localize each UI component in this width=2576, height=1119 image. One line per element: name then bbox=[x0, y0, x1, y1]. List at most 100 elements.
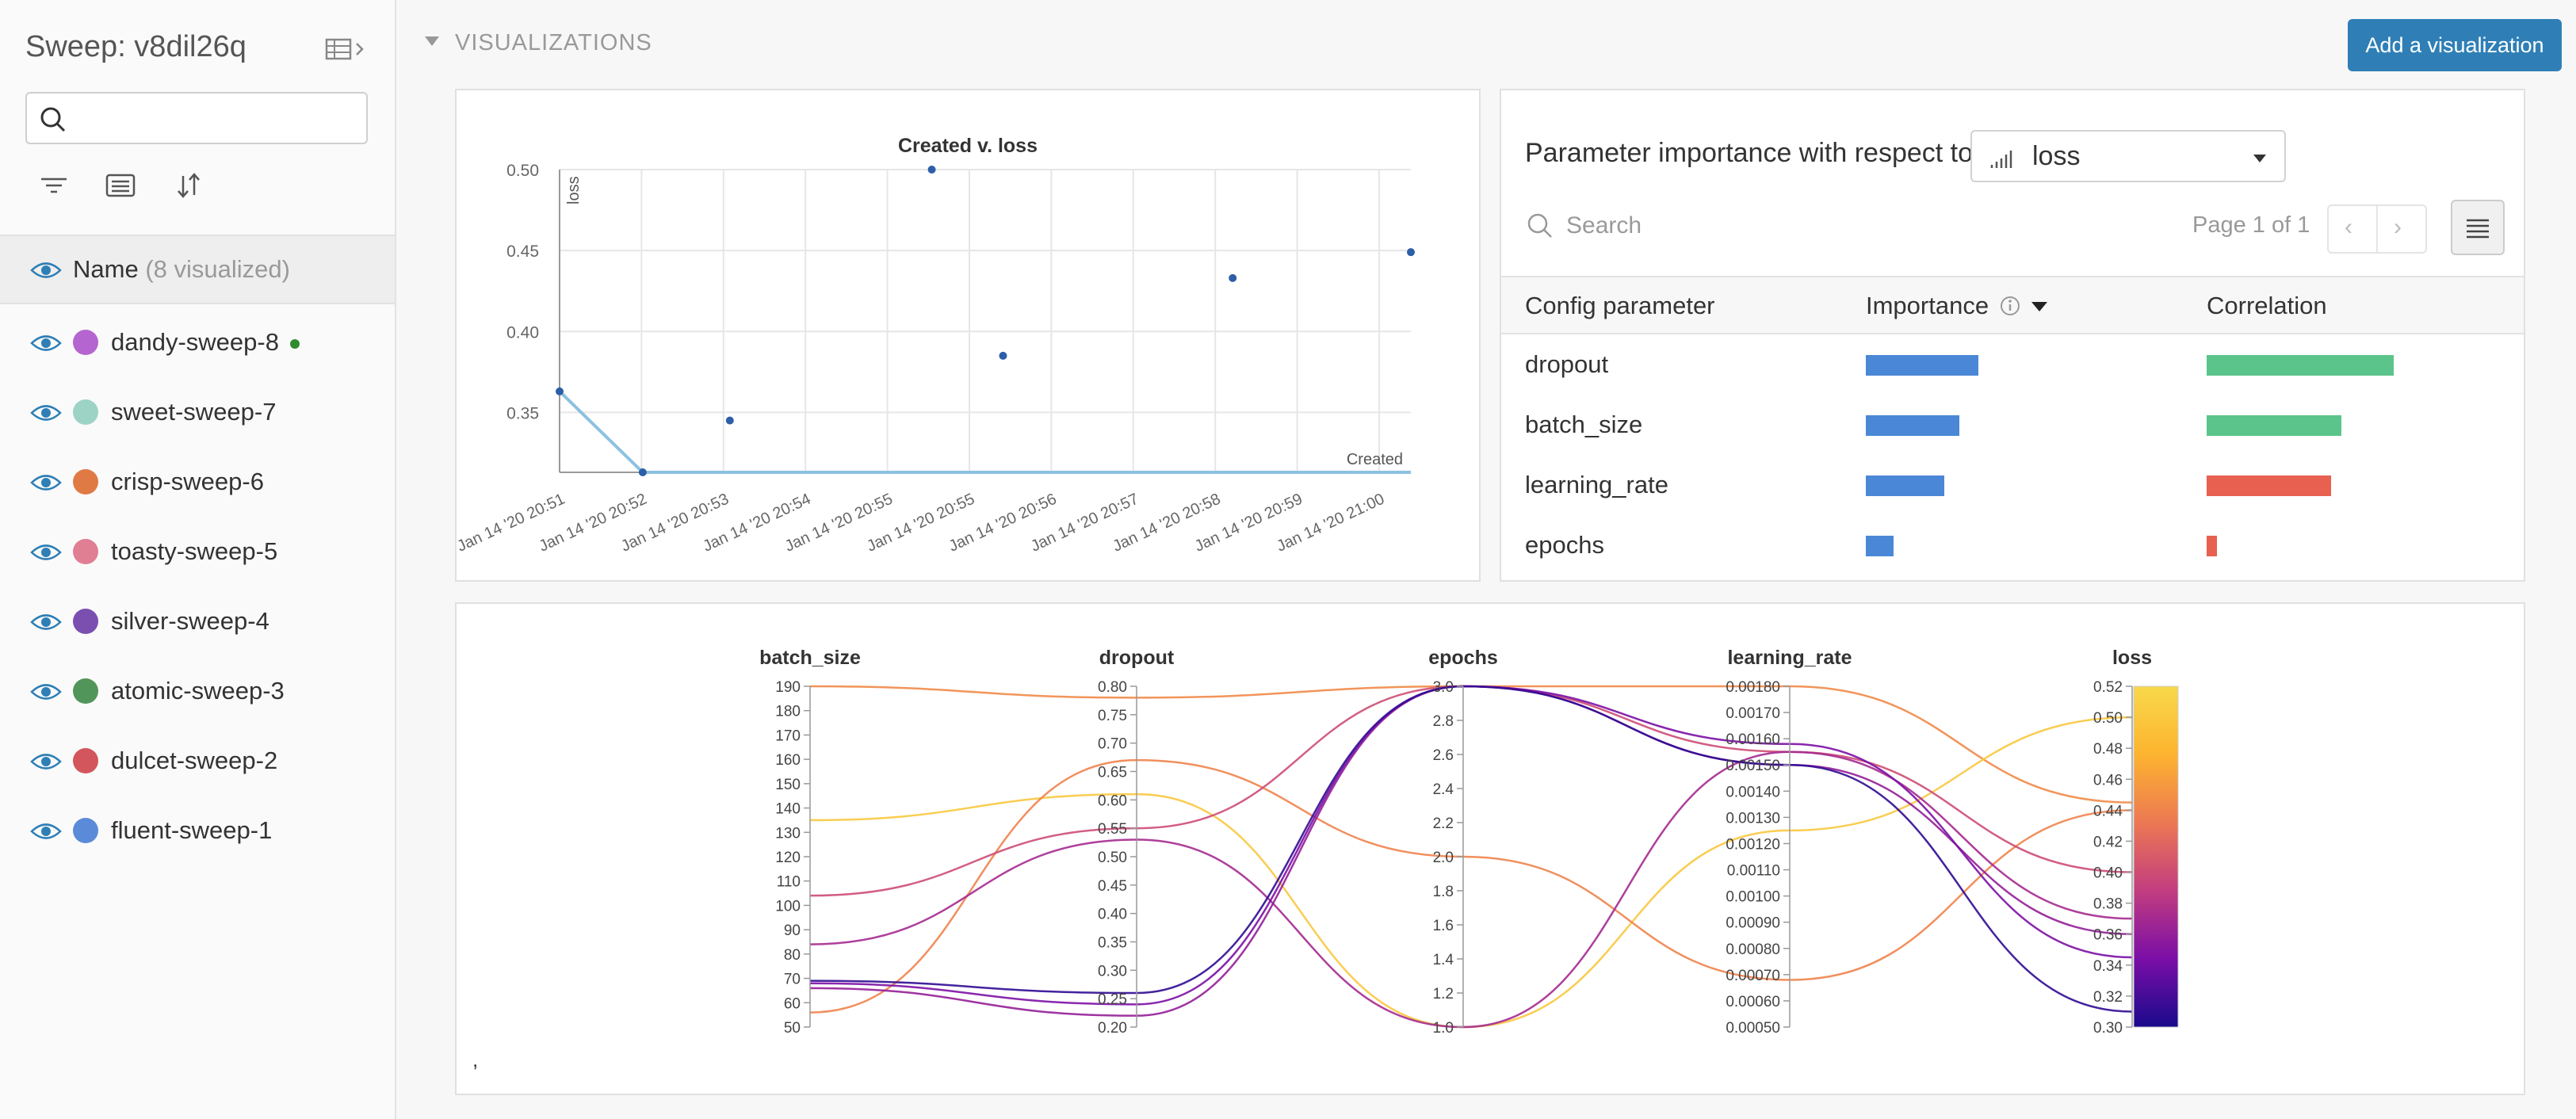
parameter-name: learning_rate bbox=[1525, 471, 1668, 498]
axis-tick-label: 0.00050 bbox=[1726, 1020, 1780, 1037]
axis-title: learning_rate bbox=[1727, 647, 1852, 669]
run-name: crisp-sweep-6 bbox=[111, 468, 264, 495]
axis-tick-label: 120 bbox=[775, 850, 801, 866]
run-color-dot[interactable] bbox=[73, 539, 98, 564]
name-header-label: Name bbox=[73, 255, 139, 283]
series-line bbox=[558, 390, 1411, 474]
axis-tick-label: 60 bbox=[784, 995, 801, 1012]
name-column-header[interactable]: Name (8 visualized) bbox=[0, 235, 395, 304]
config-parameter-header[interactable]: Config parameter bbox=[1525, 292, 1715, 319]
run-row[interactable]: silver-sweep-4 bbox=[0, 590, 395, 653]
add-visualization-button[interactable]: Add a visualization bbox=[2348, 19, 2562, 71]
eye-icon[interactable] bbox=[30, 751, 62, 772]
eye-icon[interactable] bbox=[30, 542, 62, 563]
correlation-bar bbox=[2207, 355, 2394, 376]
run-row[interactable]: toasty-sweep-5 bbox=[0, 520, 395, 583]
run-color-dot[interactable] bbox=[73, 609, 98, 634]
axis-tick-label: 2.8 bbox=[1433, 713, 1454, 730]
run-row[interactable]: sweet-sweep-7 bbox=[0, 380, 395, 444]
eye-icon[interactable] bbox=[30, 260, 62, 281]
axis-tick-label: 0.45 bbox=[1098, 878, 1127, 895]
axis-tick-label: 2.2 bbox=[1433, 815, 1454, 832]
axis-tick-label: 0.35 bbox=[1098, 935, 1127, 952]
eye-icon[interactable] bbox=[30, 821, 62, 842]
sort-icon[interactable] bbox=[173, 170, 208, 204]
parameter-search-input[interactable] bbox=[1565, 208, 1964, 244]
importance-row[interactable]: batch_size bbox=[1501, 395, 2524, 455]
axis-tick-label: 150 bbox=[775, 777, 801, 793]
eye-icon[interactable] bbox=[30, 472, 62, 493]
eye-icon[interactable] bbox=[30, 682, 62, 702]
run-color-dot[interactable] bbox=[73, 469, 98, 495]
metric-select[interactable]: loss bbox=[1970, 130, 2286, 182]
importance-table-header: Config parameter Importance Correlation bbox=[1501, 276, 2524, 334]
axis-tick-label: 0.20 bbox=[1098, 1020, 1127, 1037]
running-indicator bbox=[289, 338, 300, 349]
axis-tick-label: 0.00140 bbox=[1726, 784, 1780, 800]
importance-row[interactable]: learning_rate bbox=[1501, 455, 2524, 515]
run-row[interactable]: dandy-sweep-8 bbox=[0, 311, 395, 374]
run-color-dot[interactable] bbox=[73, 818, 98, 843]
next-page-button[interactable]: › bbox=[2376, 204, 2427, 254]
run-row[interactable]: atomic-sweep-3 bbox=[0, 659, 395, 723]
y-tick-label: 0.40 bbox=[506, 323, 539, 342]
y-tick-label: 0.45 bbox=[506, 243, 539, 261]
correlation-header[interactable]: Correlation bbox=[2207, 292, 2327, 319]
importance-row[interactable]: epochs bbox=[1501, 515, 2524, 575]
info-icon[interactable] bbox=[1999, 295, 2021, 317]
importance-bar bbox=[1866, 415, 1959, 436]
run-row[interactable]: fluent-sweep-1 bbox=[0, 799, 395, 862]
axis-tick-label: 140 bbox=[775, 801, 801, 818]
section-title: VISUALIZATIONS bbox=[455, 30, 652, 55]
axis-tick-label: 0.38 bbox=[2093, 896, 2123, 913]
run-color-dot[interactable] bbox=[73, 330, 98, 355]
run-color-dot[interactable] bbox=[73, 399, 98, 425]
axis-tick-label: 0.48 bbox=[2093, 741, 2123, 758]
eye-icon[interactable] bbox=[30, 333, 62, 353]
run-name: atomic-sweep-3 bbox=[111, 677, 285, 705]
run-name: fluent-sweep-1 bbox=[111, 816, 273, 844]
group-icon[interactable] bbox=[105, 170, 140, 204]
chevron-right-icon: › bbox=[2394, 214, 2402, 240]
importance-header[interactable]: Importance bbox=[1866, 292, 1989, 319]
axis-tick-label: 1.0 bbox=[1433, 1020, 1454, 1037]
parallel-coordinates-chart[interactable]: batch_size 190 180 170 160 150 140 130 120 110 100… bbox=[457, 604, 2524, 1094]
search-icon bbox=[40, 107, 66, 132]
run-search-input[interactable] bbox=[78, 101, 358, 136]
run-name: sweet-sweep-7 bbox=[111, 398, 277, 426]
axis-tick-label: 0.46 bbox=[2093, 772, 2123, 789]
eye-icon[interactable] bbox=[30, 403, 62, 423]
axis-tick-label: 0.00090 bbox=[1726, 915, 1780, 932]
run-color-dot[interactable] bbox=[73, 678, 98, 704]
run-row[interactable]: dulcet-sweep-2 bbox=[0, 729, 395, 792]
importance-bar bbox=[1866, 355, 1978, 376]
table-toggle-icon[interactable] bbox=[325, 35, 369, 63]
axis-tick-label: 0.44 bbox=[2093, 803, 2123, 819]
axis-tick-label: 0.65 bbox=[1098, 765, 1127, 781]
importance-prompt: Parameter importance with respect to bbox=[1525, 138, 1974, 168]
eye-icon[interactable] bbox=[30, 612, 62, 632]
run-search-box[interactable] bbox=[25, 92, 368, 144]
axis-title: epochs bbox=[1428, 647, 1498, 669]
filter-icon[interactable] bbox=[38, 170, 73, 204]
collapse-caret-icon[interactable] bbox=[423, 35, 441, 48]
axis-tick-label: 100 bbox=[775, 898, 801, 915]
dropdown-caret-icon bbox=[2253, 155, 2266, 162]
sort-descending-icon[interactable] bbox=[2031, 301, 2048, 312]
data-point bbox=[725, 416, 734, 425]
run-line bbox=[809, 685, 2133, 1006]
data-point bbox=[556, 387, 564, 395]
axis-tick-label: 170 bbox=[775, 728, 801, 744]
axis-tick-label: 0.00120 bbox=[1726, 836, 1780, 853]
axis-tick-label: 0.34 bbox=[2093, 958, 2123, 975]
y-axis-label: loss bbox=[565, 176, 583, 204]
run-color-dot[interactable] bbox=[73, 748, 98, 773]
importance-row[interactable]: dropout bbox=[1501, 334, 2524, 395]
run-row[interactable]: crisp-sweep-6 bbox=[0, 450, 395, 514]
axis-tick-label: 1.8 bbox=[1433, 884, 1454, 900]
previous-page-button[interactable]: ‹ bbox=[2327, 204, 2378, 254]
columns-menu-button[interactable] bbox=[2451, 200, 2505, 255]
axis-tick-label: 0.60 bbox=[1098, 792, 1127, 809]
data-point bbox=[927, 166, 936, 174]
